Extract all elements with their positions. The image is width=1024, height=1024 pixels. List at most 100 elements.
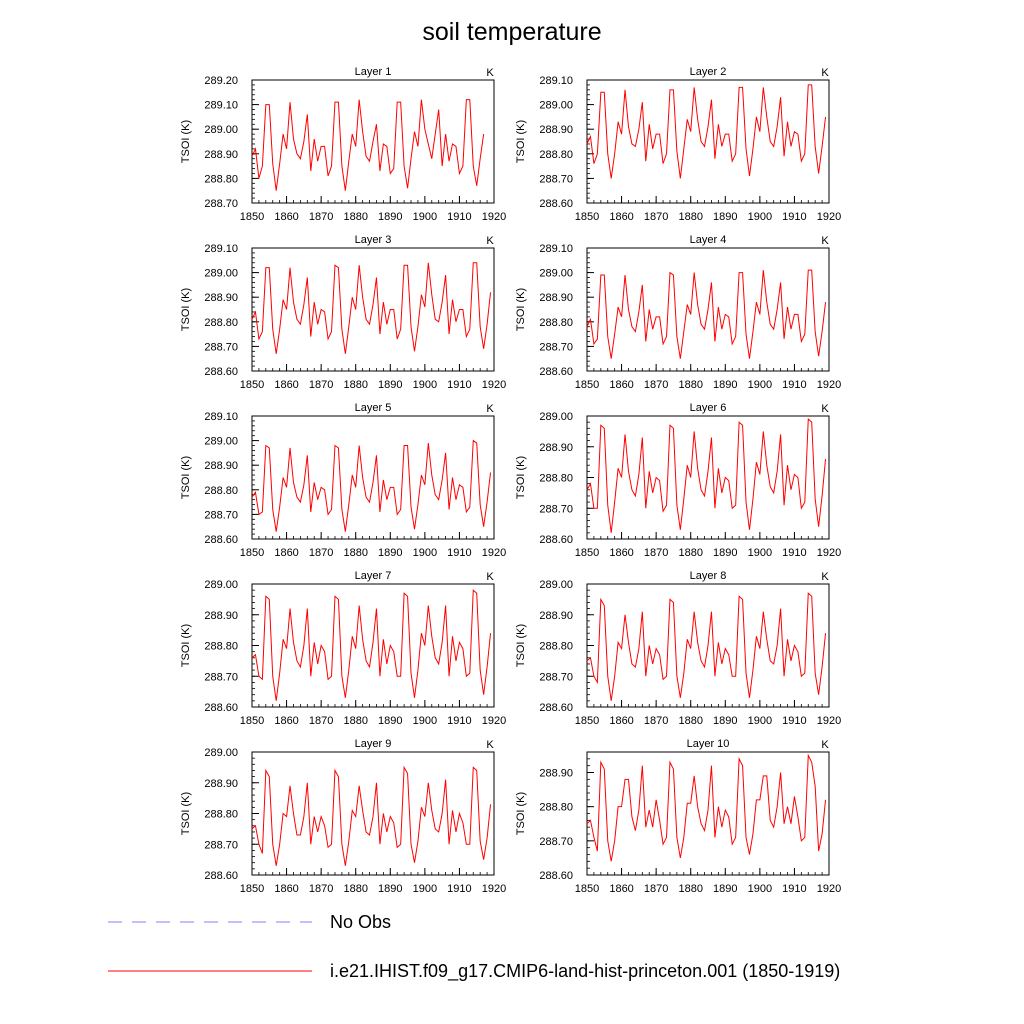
panel-layer-4: Layer 4 K TSOI (K) 288.60 288.70 288.80 288.90… [515,234,841,391]
y-tick-label: 288.80 [204,317,238,329]
plot-frame [586,247,830,372]
x-tick-label: 1860 [274,547,298,559]
panel-title: Layer 10 [687,738,730,750]
units-label: K [821,235,829,247]
x-tick-label: 1880 [678,715,702,727]
x-tick-label: 1850 [575,715,599,727]
x-tick-label: 1920 [817,547,841,559]
units-label: K [821,403,829,415]
y-tick-label: 288.80 [539,641,573,653]
series-line [586,269,827,359]
x-tick-label: 1890 [378,379,402,391]
y-axis-label: TSOI (K) [180,288,192,331]
y-tick-label: 288.60 [539,870,573,882]
x-tick-label: 1920 [482,715,506,727]
x-tick-label: 1910 [447,379,471,391]
x-tick-label: 1890 [713,211,737,223]
x-tick-label: 1890 [378,715,402,727]
y-tick-label: 288.70 [204,839,238,851]
y-tick-label: 288.80 [204,809,238,821]
plot-frame [251,79,495,204]
units-label: K [486,739,494,751]
x-tick-label: 1890 [713,547,737,559]
legend-label-model-run: i.e21.IHIST.f09_g17.CMIP6-land-hist-prin… [330,961,840,982]
y-tick-label: 288.60 [539,198,573,210]
panel-title: Layer 6 [690,402,727,414]
panel-title: Layer 8 [690,570,727,582]
x-tick-label: 1920 [817,883,841,895]
x-tick-label: 1890 [378,883,402,895]
y-tick-label: 288.60 [204,870,238,882]
y-tick-label: 288.80 [204,641,238,653]
panel-layer-6: Layer 6 K TSOI (K) 288.60 288.70 288.80 288.90… [515,402,841,559]
x-tick-label: 1870 [644,715,668,727]
y-tick-label: 288.70 [204,509,238,521]
y-tick-label: 288.60 [539,534,573,546]
y-tick-label: 289.10 [204,100,238,112]
y-axis-label: TSOI (K) [180,120,192,163]
x-tick-label: 1880 [678,211,702,223]
x-tick-label: 1910 [447,211,471,223]
x-tick-label: 1900 [748,379,772,391]
panel-title: Layer 9 [355,738,392,750]
panels: Layer 1 K TSOI (K) 288.70 288.80 288.90 289.00… [180,66,841,895]
x-tick-label: 1860 [274,883,298,895]
y-tick-label: 288.60 [539,366,573,378]
series-line [251,99,485,191]
y-tick-label: 288.90 [204,292,238,304]
y-tick-label: 289.20 [204,75,238,87]
x-tick-label: 1910 [782,715,806,727]
x-tick-label: 1880 [678,883,702,895]
x-tick-label: 1900 [413,211,437,223]
y-tick-label: 288.90 [539,442,573,454]
y-tick-label: 289.00 [539,579,573,591]
series-line [251,589,492,701]
y-tick-label: 289.00 [204,579,238,591]
x-tick-label: 1900 [413,379,437,391]
x-tick-label: 1880 [343,211,367,223]
x-tick-label: 1870 [309,379,333,391]
x-tick-label: 1860 [609,715,633,727]
x-tick-label: 1910 [447,547,471,559]
y-tick-label: 288.80 [539,317,573,329]
x-tick-label: 1890 [713,883,737,895]
series-line [586,592,827,701]
panel-layer-2: Layer 2 K TSOI (K) 288.60 288.70 288.80 288.90… [515,66,841,223]
y-tick-label: 288.60 [204,366,238,378]
x-tick-label: 1860 [609,883,633,895]
y-tick-label: 289.10 [204,243,238,255]
y-axis-label: TSOI (K) [180,624,192,667]
y-axis-label: TSOI (K) [180,792,192,835]
y-tick-label: 289.00 [539,100,573,112]
x-tick-label: 1870 [644,547,668,559]
y-tick-label: 289.00 [539,268,573,280]
x-tick-label: 1920 [817,715,841,727]
x-tick-label: 1900 [413,547,437,559]
x-tick-label: 1850 [240,547,264,559]
x-tick-label: 1920 [482,883,506,895]
y-tick-label: 288.90 [204,610,238,622]
series-line [251,765,492,866]
units-label: K [821,739,829,751]
x-tick-label: 1870 [309,547,333,559]
y-tick-label: 288.80 [204,173,238,185]
figure-title: soil temperature [422,18,601,46]
y-tick-label: 288.80 [539,149,573,161]
y-tick-label: 288.90 [204,149,238,161]
units-label: K [486,571,494,583]
x-tick-label: 1860 [274,715,298,727]
plot-frame [586,415,830,540]
legend: No Obs i.e21.IHIST.f09_g17.CMIP6-land-hi… [108,912,840,982]
y-tick-label: 288.70 [539,341,573,353]
x-tick-label: 1920 [482,379,506,391]
y-tick-label: 288.90 [539,124,573,136]
panel-title: Layer 1 [355,66,392,78]
x-tick-label: 1900 [413,883,437,895]
y-tick-label: 288.90 [204,460,238,472]
y-tick-label: 288.90 [539,768,573,780]
panel-title: Layer 5 [355,402,392,414]
x-tick-label: 1870 [644,883,668,895]
x-tick-label: 1890 [378,547,402,559]
y-tick-label: 288.80 [539,473,573,485]
x-tick-label: 1880 [343,715,367,727]
